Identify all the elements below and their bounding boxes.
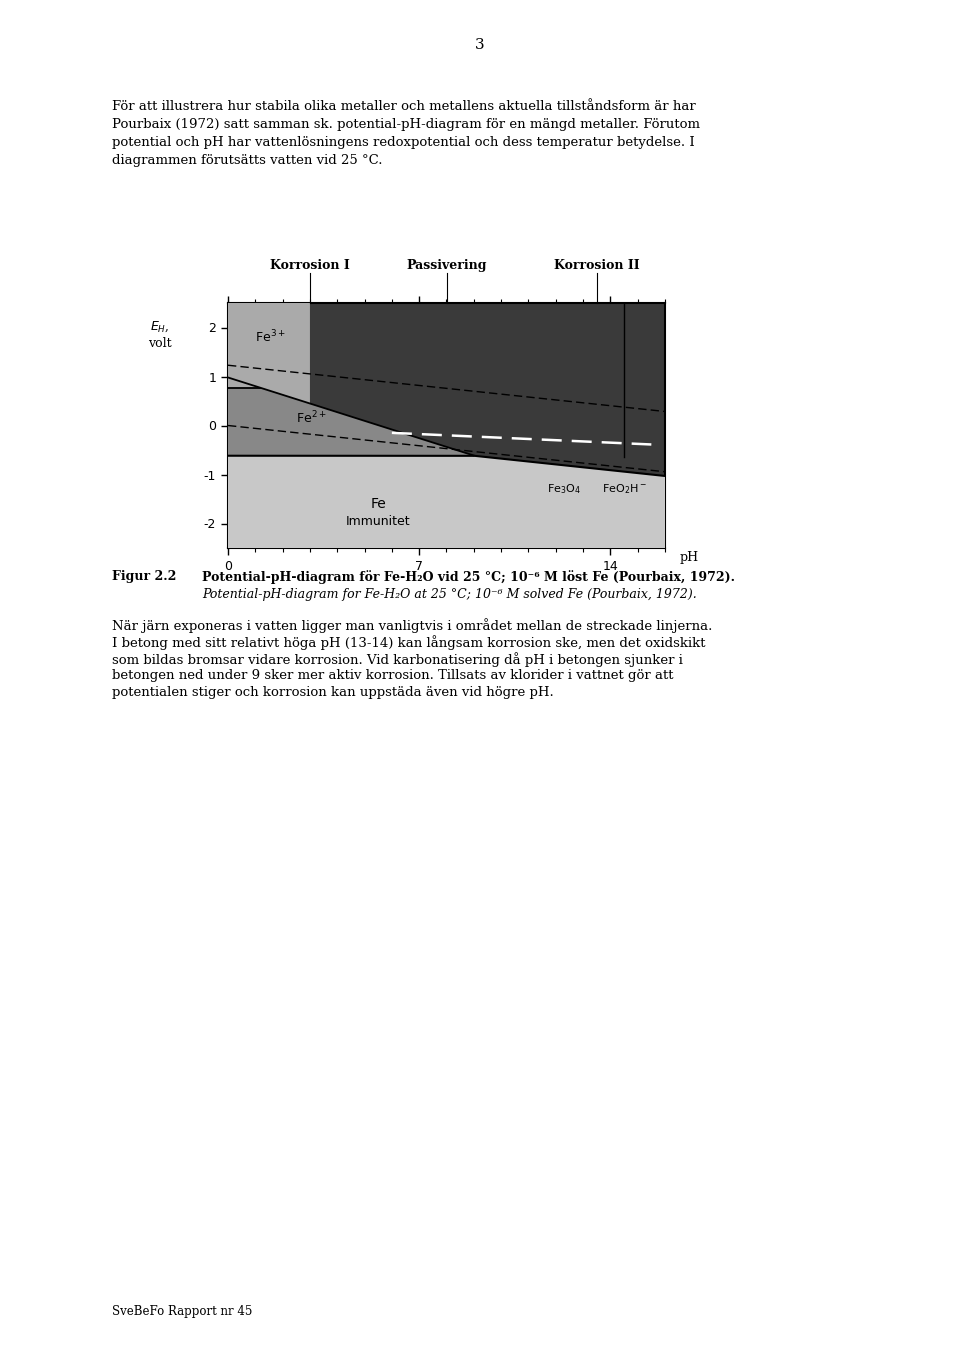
Text: $E_H$,: $E_H$,: [151, 321, 170, 334]
Text: Fe$_3$O$_4$: Fe$_3$O$_4$: [547, 482, 581, 497]
Text: potentialen stiger och korrosion kan uppstäda även vid högre pH.: potentialen stiger och korrosion kan upp…: [112, 686, 554, 700]
Text: Passivering: Passivering: [406, 258, 487, 272]
Text: Potential-pH-diagram for Fe-H₂O at 25 °C; 10⁻⁶ M solved Fe (Pourbaix, 1972).: Potential-pH-diagram for Fe-H₂O at 25 °C…: [202, 589, 697, 601]
Text: Potential-pH-diagram för Fe-H₂O vid 25 °C; 10⁻⁶ M löst Fe (Pourbaix, 1972).: Potential-pH-diagram för Fe-H₂O vid 25 °…: [202, 570, 735, 584]
Text: Korrosion I: Korrosion I: [270, 258, 349, 272]
Text: Korrosion II: Korrosion II: [554, 258, 639, 272]
Polygon shape: [228, 303, 310, 403]
Polygon shape: [228, 377, 474, 456]
Text: Fe$^{3+}$: Fe$^{3+}$: [255, 329, 286, 345]
Text: diagrammen förutsätts vatten vid 25 °C.: diagrammen förutsätts vatten vid 25 °C.: [112, 154, 382, 166]
Polygon shape: [228, 456, 665, 548]
Polygon shape: [228, 456, 665, 548]
Text: Pourbaix (1972) satt samman sk. potential-pH-diagram för en mängd metaller. Föru: Pourbaix (1972) satt samman sk. potentia…: [112, 118, 700, 131]
Text: pH: pH: [680, 552, 699, 564]
Text: I betong med sitt relativt höga pH (13-14) kan långsam korrosion ske, men det ox: I betong med sitt relativt höga pH (13-1…: [112, 635, 706, 649]
Text: För att illustrera hur stabila olika metaller och metallens aktuella tillståndsf: För att illustrera hur stabila olika met…: [112, 100, 696, 114]
Text: volt: volt: [148, 337, 172, 350]
Text: När järn exponeras i vatten ligger man vanligtvis i området mellan de streckade : När järn exponeras i vatten ligger man v…: [112, 618, 712, 633]
Text: Fe$^{2+}$: Fe$^{2+}$: [297, 410, 327, 426]
Text: som bildas bromsar vidare korrosion. Vid karbonatisering då pH i betongen sjunke: som bildas bromsar vidare korrosion. Vid…: [112, 652, 683, 667]
Text: 3: 3: [475, 38, 485, 51]
Text: Figur 2.2: Figur 2.2: [112, 570, 177, 583]
Text: Fe: Fe: [371, 497, 386, 511]
Text: SveBeFo Rapport nr 45: SveBeFo Rapport nr 45: [112, 1306, 252, 1318]
Text: Immunitet: Immunitet: [346, 514, 411, 528]
Text: betongen ned under 9 sker mer aktiv korrosion. Tillsats av klorider i vattnet gö: betongen ned under 9 sker mer aktiv korr…: [112, 668, 674, 682]
Text: FeO$_2$H$^-$: FeO$_2$H$^-$: [602, 482, 646, 497]
Text: potential och pH har vattenlösningens redoxpotential och dess temperatur betydel: potential och pH har vattenlösningens re…: [112, 137, 695, 149]
